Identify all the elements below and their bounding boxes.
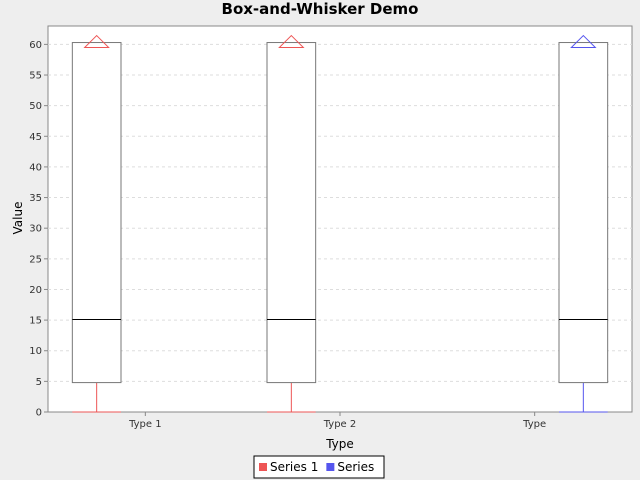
y-tick-label: 25 [29,254,42,265]
plot-area [47,25,633,413]
legend-box [253,455,385,479]
box-group [71,34,122,413]
outlier-marker [83,34,110,49]
y-tick-label: 35 [29,193,42,204]
y-tick-label: 50 [29,101,42,112]
x-tick-label: Type 1 [128,419,162,430]
x-axis-label: Type [325,437,354,451]
y-tick-label: 15 [29,316,42,327]
chart-title: Box-and-Whisker Demo [222,0,419,18]
x-tick-label: Type [522,419,546,430]
y-axis-label: Value [11,202,25,235]
y-tick-label: 30 [29,224,42,235]
outlier-marker [278,34,305,49]
legend-swatch [326,463,335,471]
legend-label: Series 1 [270,460,318,474]
legend-label: Series [337,460,374,474]
y-tick-label: 20 [29,285,42,296]
grid-lines [48,43,632,382]
y-tick-label: 55 [29,71,42,82]
y-tick-label: 60 [29,40,42,51]
x-axis-ticks: Type 1 Type 2 Type [128,412,546,430]
y-tick-label: 0 [36,408,42,419]
x-tick-label: Type 2 [323,419,357,430]
box-group [558,34,609,413]
y-tick-label: 45 [29,132,42,143]
y-axis-ticks: 0 5 10 15 20 25 30 35 40 45 50 55 60 [29,40,48,419]
outlier-marker [570,34,597,49]
box-group [266,34,317,413]
legend: Series 1 Series [253,455,385,479]
boxes [71,34,609,413]
y-tick-label: 40 [29,162,42,173]
y-tick-label: 10 [29,346,42,357]
box [71,42,122,384]
box [558,42,609,384]
legend-swatch [259,463,267,471]
y-tick-label: 5 [36,377,42,388]
box [266,42,317,384]
